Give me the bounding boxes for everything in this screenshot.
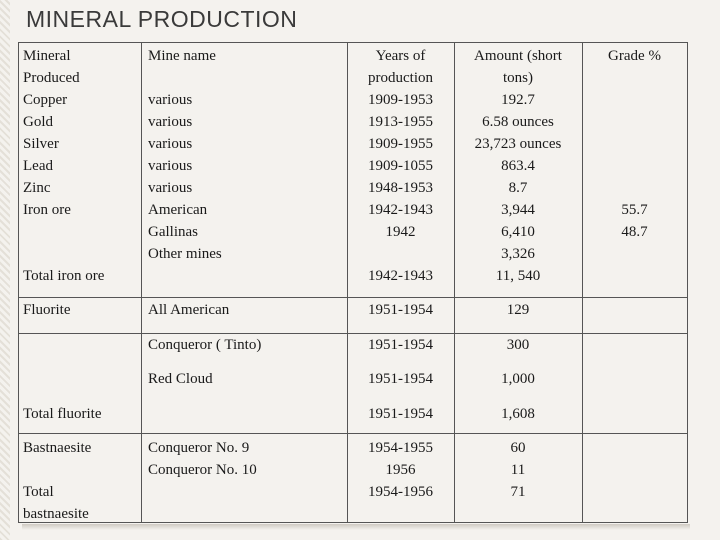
header-amount: Amount (short tons) bbox=[474, 48, 562, 86]
header-mineral: Mineral Produced bbox=[23, 48, 80, 86]
fluorite-amount: 300 bbox=[506, 337, 530, 353]
bastnaesite-label: Bastnaesite bbox=[23, 440, 92, 456]
total-bastnaesite-label: Total bastnaesite bbox=[23, 484, 89, 522]
column-divider bbox=[141, 43, 142, 522]
row-divider bbox=[19, 297, 687, 298]
fluorite-amount: 129 bbox=[506, 302, 530, 318]
fluorite-amount: 1,000 bbox=[501, 371, 535, 387]
fluorite-years: 1951-1954 bbox=[368, 371, 433, 387]
total-fluorite-years: 1951-1954 bbox=[368, 406, 433, 422]
decorative-border bbox=[0, 0, 10, 540]
fluorite-mine: Red Cloud bbox=[148, 371, 213, 387]
amount-list: 192.7 6.58 ounces 23,723 ounces 863.4 8.… bbox=[474, 92, 562, 262]
fluorite-mine: All American bbox=[148, 302, 230, 318]
mine-list: various various various various various … bbox=[148, 92, 222, 262]
page-title: MINERAL PRODUCTION bbox=[26, 6, 298, 32]
header-mine-name: Mine name bbox=[148, 48, 216, 64]
total-iron-label: Total iron ore bbox=[23, 268, 105, 284]
years-list: 1909-1953 1913-1955 1909-1955 1909-1055 … bbox=[368, 92, 433, 240]
mineral-list: Copper Gold Silver Lead Zinc Iron ore bbox=[23, 92, 71, 218]
total-iron-years: 1942-1943 bbox=[368, 268, 433, 284]
bastnaesite-amounts: 60 11 71 bbox=[510, 440, 526, 500]
bastnaesite-mines: Conqueror No. 9 Conqueror No. 10 bbox=[148, 440, 257, 478]
row-divider bbox=[19, 433, 687, 434]
fluorite-mine: Conqueror ( Tinto) bbox=[148, 337, 262, 353]
header-years: Years of production bbox=[368, 48, 433, 86]
grade-list: 55.7 48.7 bbox=[621, 202, 648, 240]
header-grade: Grade % bbox=[608, 48, 661, 64]
total-fluorite-amount: 1,608 bbox=[501, 406, 535, 422]
column-divider bbox=[582, 43, 583, 522]
production-table: Mineral Produced Mine name Years of prod… bbox=[18, 42, 688, 523]
row-divider bbox=[19, 333, 687, 334]
fluorite-label: Fluorite bbox=[23, 302, 71, 318]
total-iron-amount: 11, 540 bbox=[495, 268, 541, 284]
table-shadow bbox=[22, 524, 690, 530]
column-divider bbox=[347, 43, 348, 522]
fluorite-years: 1951-1954 bbox=[368, 337, 433, 353]
fluorite-years: 1951-1954 bbox=[368, 302, 433, 318]
column-divider bbox=[454, 43, 455, 522]
total-fluorite-label: Total fluorite bbox=[23, 406, 102, 422]
bastnaesite-years: 1954-1955 1956 1954-1956 bbox=[368, 440, 433, 500]
